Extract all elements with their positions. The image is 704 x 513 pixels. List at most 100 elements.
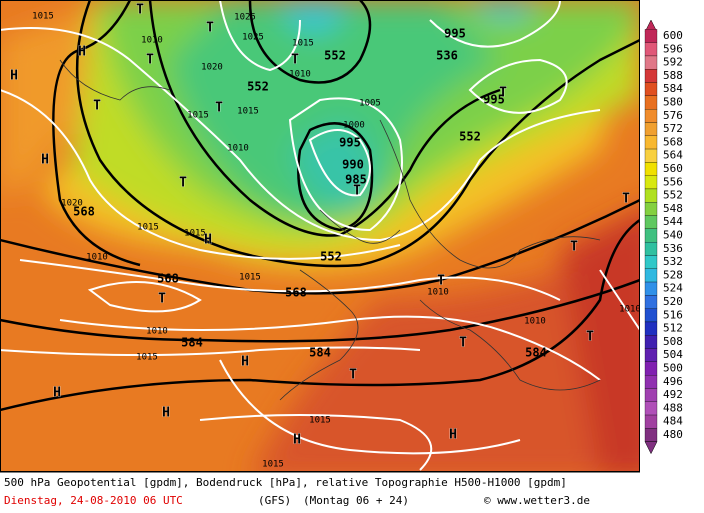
legend-level-label: 524 bbox=[663, 282, 683, 295]
pressure-center-label: H bbox=[293, 433, 301, 448]
legend-swatch bbox=[644, 55, 658, 70]
pressure-center-label: 536 bbox=[436, 49, 458, 63]
pressure-center-label: T bbox=[353, 184, 361, 199]
legend-swatch bbox=[644, 335, 658, 349]
pressure-center-label: 552 bbox=[459, 130, 481, 144]
legend-swatch bbox=[644, 255, 658, 269]
legend-level-label: 492 bbox=[663, 388, 683, 401]
pressure-center-label: H bbox=[41, 153, 49, 168]
legend-swatch bbox=[644, 388, 658, 402]
pressure-center-label: H bbox=[53, 386, 61, 401]
legend-swatch bbox=[644, 428, 658, 442]
legend-swatch bbox=[644, 414, 658, 429]
legend-level-label: 596 bbox=[663, 42, 683, 55]
pressure-center-label: T bbox=[146, 53, 154, 68]
isobar-label: 1010 bbox=[289, 70, 311, 80]
pressure-center-label: T bbox=[93, 99, 101, 114]
legend-swatch bbox=[644, 29, 658, 43]
legend-swatch bbox=[644, 308, 658, 323]
pressure-center-label: 995 bbox=[339, 136, 361, 150]
legend-swatch bbox=[644, 162, 658, 176]
legend-swatch bbox=[644, 215, 658, 230]
coastlines bbox=[59, 59, 601, 401]
legend-level-label: 512 bbox=[663, 322, 683, 335]
legend-level-label: 516 bbox=[663, 308, 683, 321]
legend-level-label: 532 bbox=[663, 255, 683, 268]
legend-swatch bbox=[644, 348, 658, 362]
isobar-label: 1015 bbox=[136, 353, 158, 363]
isobar-label: 1025 bbox=[234, 13, 256, 23]
legend-level-label: 576 bbox=[663, 109, 683, 122]
legend-swatch bbox=[644, 95, 658, 110]
legend-level-label: 484 bbox=[663, 415, 683, 428]
legend-swatch bbox=[644, 361, 658, 376]
legend-level-label: 488 bbox=[663, 401, 683, 414]
legend-level-label: 548 bbox=[663, 202, 683, 215]
legend-level-label: 568 bbox=[663, 135, 683, 148]
legend-level-label: 508 bbox=[663, 335, 683, 348]
legend-swatch bbox=[644, 401, 658, 416]
pressure-center-label: T bbox=[291, 53, 299, 68]
pressure-center-label: H bbox=[204, 233, 212, 248]
legend-swatch bbox=[644, 82, 658, 97]
pressure-center-label: 568 bbox=[157, 272, 179, 286]
footer-run: (Montag 06 + 24) bbox=[303, 494, 409, 507]
legend-level-label: 588 bbox=[663, 69, 683, 82]
isobar-label: 1020 bbox=[201, 63, 223, 73]
footer-description: 500 hPa Geopotential [gpdm], Bodendruck … bbox=[4, 476, 567, 489]
legend-swatch bbox=[644, 42, 658, 57]
pressure-center-label: T bbox=[158, 292, 166, 307]
isobar-label: 1015 bbox=[237, 107, 259, 117]
legend-swatch bbox=[644, 228, 658, 243]
legend-level-label: 580 bbox=[663, 96, 683, 109]
footer-date: Dienstag, 24-08-2010 06 UTC bbox=[4, 494, 183, 507]
legend-bottom-arrow bbox=[644, 441, 658, 455]
legend-level-label: 504 bbox=[663, 348, 683, 361]
pressure-center-label: 985 bbox=[345, 173, 367, 187]
isobar-label: 1015 bbox=[184, 229, 206, 239]
legend-level-label: 536 bbox=[663, 242, 683, 255]
pressure-center-label: T bbox=[459, 336, 467, 351]
pressure-center-label: 584 bbox=[525, 346, 547, 360]
pressure-center-label: H bbox=[449, 428, 457, 443]
pressure-center-label: 990 bbox=[342, 158, 364, 172]
pressure-center-label: H bbox=[10, 69, 18, 84]
pressure-center-label: 584 bbox=[181, 336, 203, 350]
legend-swatch bbox=[644, 175, 658, 190]
pressure-center-label: T bbox=[179, 176, 187, 191]
isobar-label: 1015 bbox=[32, 12, 54, 22]
pressure-center-label: 552 bbox=[247, 80, 269, 94]
pressure-center-label: H bbox=[241, 355, 249, 370]
pressure-center-label: 584 bbox=[309, 346, 331, 360]
isobar-label: 1015 bbox=[262, 460, 284, 470]
pressure-center-label: T bbox=[136, 3, 144, 18]
legend-level-label: 560 bbox=[663, 162, 683, 175]
legend-level-label: 552 bbox=[663, 189, 683, 202]
footer-model: (GFS) bbox=[258, 494, 291, 507]
legend-swatch bbox=[644, 69, 658, 83]
legend-level-label: 572 bbox=[663, 122, 683, 135]
color-legend: 6005965925885845805765725685645605565525… bbox=[644, 19, 683, 455]
isobar-label: 1015 bbox=[309, 416, 331, 426]
pressure-center-label: H bbox=[78, 45, 86, 60]
legend-swatch bbox=[644, 188, 658, 203]
isobar-label: 1010 bbox=[427, 288, 449, 298]
isobar-label: 1010 bbox=[227, 144, 249, 154]
legend-swatch bbox=[644, 295, 658, 309]
isobar-label: 1010 bbox=[619, 305, 641, 315]
legend-level-label: 556 bbox=[663, 175, 683, 188]
pressure-center-label: 568 bbox=[73, 205, 95, 219]
isobar-label: 1015 bbox=[137, 223, 159, 233]
legend-swatch bbox=[644, 241, 658, 256]
isobar-label: 1010 bbox=[146, 327, 168, 337]
isobars bbox=[1, 1, 639, 471]
legend-level-label: 592 bbox=[663, 56, 683, 69]
isobar-label: 1005 bbox=[359, 99, 381, 109]
pressure-center-label: T bbox=[570, 240, 578, 255]
pressure-center-label: 568 bbox=[285, 286, 307, 300]
legend-level-label: 520 bbox=[663, 295, 683, 308]
